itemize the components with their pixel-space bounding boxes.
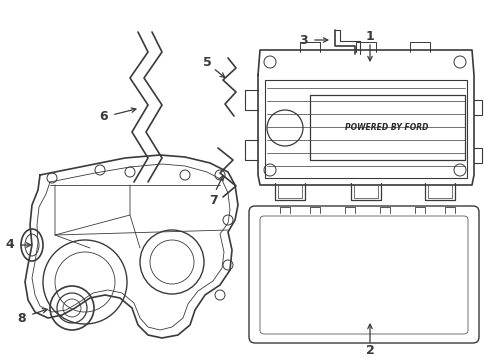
Text: 6: 6 (100, 111, 108, 123)
Text: 2: 2 (365, 345, 374, 357)
Text: POWERED BY FORD: POWERED BY FORD (345, 123, 428, 132)
Text: 7: 7 (208, 194, 217, 207)
Text: 8: 8 (18, 311, 26, 324)
Text: 4: 4 (6, 238, 14, 252)
Text: 1: 1 (365, 30, 374, 42)
Text: 3: 3 (298, 33, 306, 46)
Text: 5: 5 (202, 57, 211, 69)
